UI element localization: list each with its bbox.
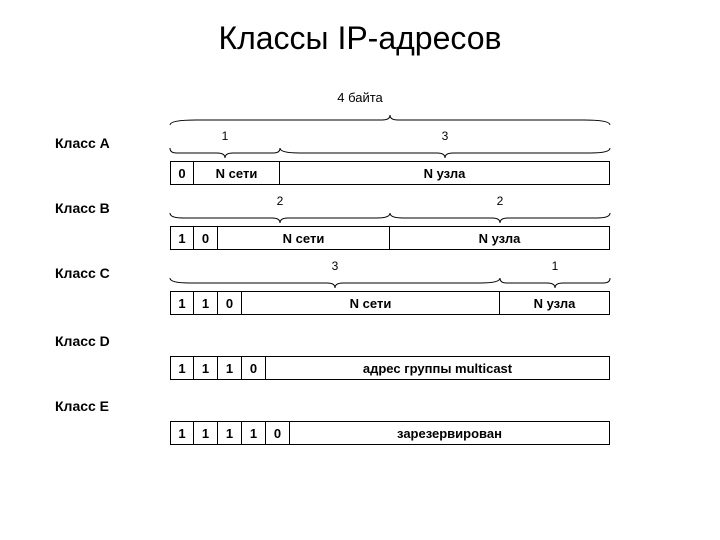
address-cell: N сети (194, 161, 280, 185)
brace-label: 1 (500, 259, 610, 273)
address-cell: 0 (266, 421, 290, 445)
address-cell: 1 (194, 291, 218, 315)
address-cell: N сети (242, 291, 500, 315)
address-bar: 110N сетиN узла (170, 291, 610, 315)
address-cell: 1 (170, 226, 194, 250)
address-cell: 1 (194, 421, 218, 445)
address-cell: зарезервирован (290, 421, 610, 445)
page-title: Классы IP-адресов (0, 20, 720, 57)
brace-label: 1 (170, 129, 280, 143)
address-cell: N узла (280, 161, 610, 185)
address-cell: 1 (242, 421, 266, 445)
subtitle-bytes: 4 байта (0, 90, 720, 105)
address-bar: 1110адрес группы multicast (170, 356, 610, 380)
address-cell: 1 (218, 421, 242, 445)
brace-label: 2 (390, 194, 610, 208)
class-label: Класс A (55, 135, 110, 151)
address-cell: 1 (194, 356, 218, 380)
address-bar: 0N сетиN узла (170, 161, 610, 185)
address-cell: 1 (170, 356, 194, 380)
address-cell: 0 (218, 291, 242, 315)
address-bar: 10N сетиN узла (170, 226, 610, 250)
address-cell: 0 (194, 226, 218, 250)
address-cell: адрес группы multicast (266, 356, 610, 380)
brace-label: 3 (280, 129, 610, 143)
brace-label: 2 (170, 194, 390, 208)
address-bar: 11110зарезервирован (170, 421, 610, 445)
class-label: Класс D (55, 333, 110, 349)
address-cell: 1 (170, 421, 194, 445)
address-cell: N узла (500, 291, 610, 315)
address-cell: 0 (170, 161, 194, 185)
address-cell: 1 (218, 356, 242, 380)
address-cell: 1 (170, 291, 194, 315)
address-cell: N сети (218, 226, 390, 250)
class-label: Класс C (55, 265, 110, 281)
class-label: Класс E (55, 398, 109, 414)
brace-label: 3 (170, 259, 500, 273)
class-label: Класс B (55, 200, 110, 216)
address-cell: N узла (390, 226, 610, 250)
address-cell: 0 (242, 356, 266, 380)
